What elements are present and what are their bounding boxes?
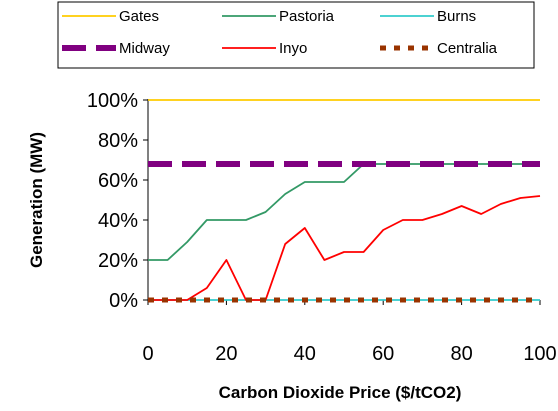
x-tick-label: 100: [523, 343, 556, 365]
plot-axes: [147, 99, 540, 301]
y-tick-label: 20%: [98, 250, 138, 272]
legend-label-centralia: Centralia: [437, 40, 498, 57]
x-tick-label: 60: [372, 343, 394, 365]
legend-box: [57, 1, 535, 69]
x-tick-label: 20: [215, 343, 237, 365]
y-tick-label: 60%: [98, 170, 138, 192]
legend: Gates Pastoria Burns Midway Inyo Centralia: [57, 1, 535, 69]
y-tick-label: 40%: [98, 210, 138, 232]
y-axis-title: Generation (MW): [27, 132, 46, 268]
series-line-inyo: [148, 195, 541, 301]
x-axis-title: Carbon Dioxide Price ($/tCO2): [219, 383, 462, 402]
y-tick-label: 100%: [87, 90, 138, 112]
x-tick-label: 40: [294, 343, 316, 365]
y-axis-ticks: 0% 20% 40% 60% 80% 100%: [87, 90, 148, 312]
legend-label-midway: Midway: [119, 40, 170, 57]
legend-label-inyo: Inyo: [279, 40, 307, 57]
x-tick-label: 80: [450, 343, 472, 365]
legend-label-pastoria: Pastoria: [279, 8, 335, 25]
series-layer: [148, 99, 541, 303]
legend-label-burns: Burns: [437, 8, 476, 25]
legend-label-gates: Gates: [119, 8, 159, 25]
x-axis-ticks: 0 20 40 60 80 100: [142, 300, 557, 365]
series-line-pastoria: [148, 163, 540, 261]
y-tick-label: 0%: [109, 290, 138, 312]
y-tick-label: 80%: [98, 130, 138, 152]
x-tick-label: 0: [142, 343, 153, 365]
